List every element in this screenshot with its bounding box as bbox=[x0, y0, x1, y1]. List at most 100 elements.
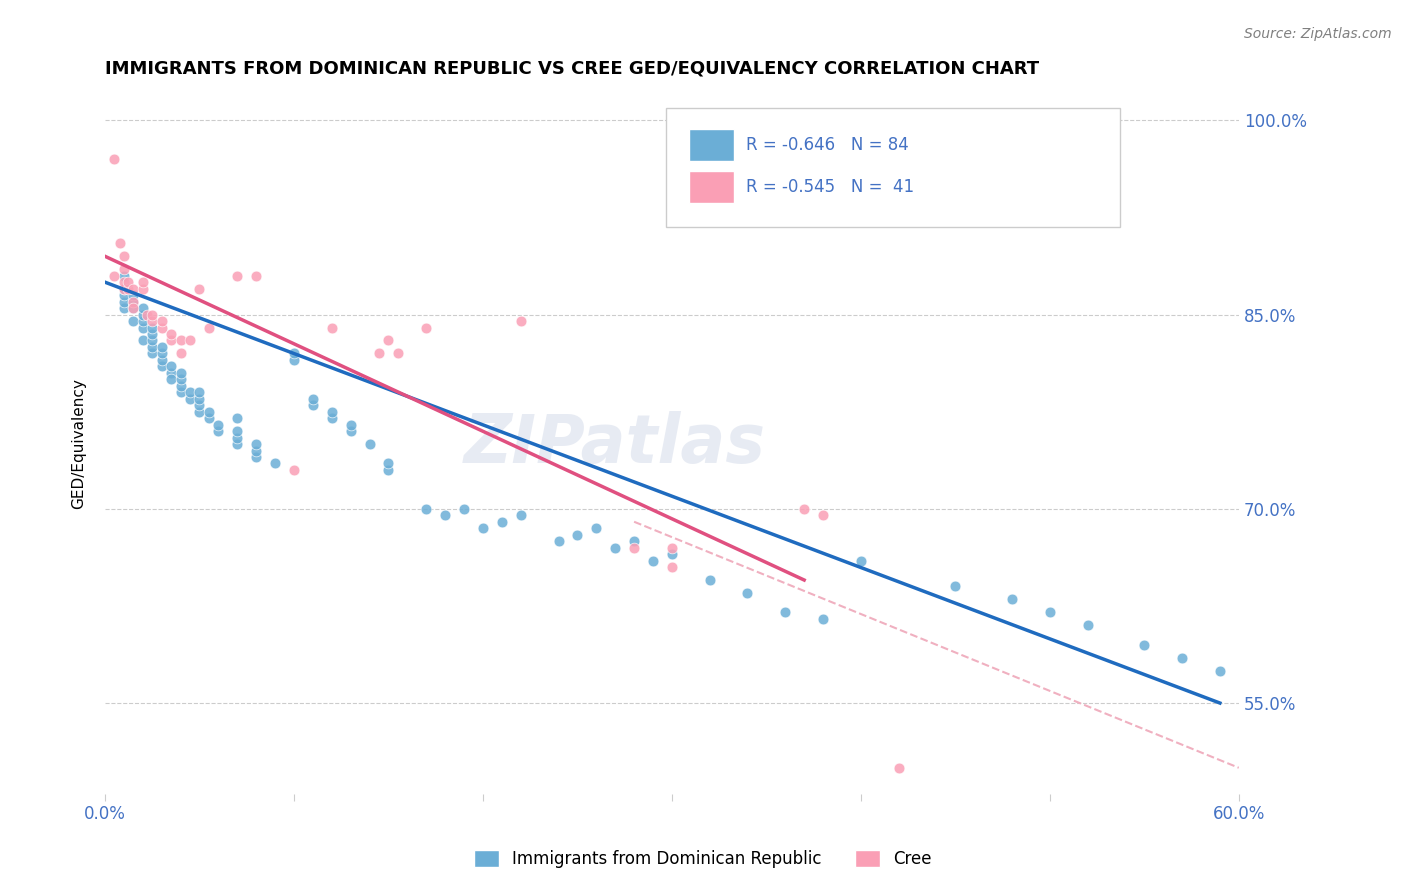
Point bbox=[160, 326, 183, 341]
Legend: Immigrants from Dominican Republic, Cree: Immigrants from Dominican Republic, Cree bbox=[467, 843, 939, 875]
Bar bbox=[689, 129, 734, 161]
Text: ZIPatlas: ZIPatlas bbox=[464, 411, 766, 477]
Point bbox=[112, 275, 135, 289]
Point bbox=[122, 314, 145, 328]
Point bbox=[141, 308, 163, 322]
Point bbox=[188, 392, 211, 406]
Point bbox=[179, 385, 201, 400]
Point bbox=[623, 541, 645, 555]
Point bbox=[849, 553, 872, 567]
Point bbox=[661, 541, 683, 555]
Point bbox=[150, 352, 173, 367]
Point bbox=[226, 431, 249, 445]
Point bbox=[661, 547, 683, 561]
Point bbox=[198, 411, 221, 425]
Point bbox=[453, 501, 475, 516]
Point bbox=[122, 301, 145, 315]
Point bbox=[359, 437, 381, 451]
Text: Source: ZipAtlas.com: Source: ZipAtlas.com bbox=[1244, 27, 1392, 41]
Point bbox=[188, 405, 211, 419]
Point bbox=[122, 294, 145, 309]
Point bbox=[415, 501, 437, 516]
Point bbox=[207, 417, 229, 432]
Point bbox=[160, 372, 183, 386]
Point bbox=[1001, 592, 1024, 607]
Point bbox=[605, 541, 627, 555]
Point bbox=[141, 334, 163, 348]
Point bbox=[207, 424, 229, 438]
Point bbox=[132, 301, 155, 315]
Point bbox=[943, 580, 966, 594]
Point bbox=[887, 761, 910, 775]
Point bbox=[283, 463, 305, 477]
Point bbox=[321, 405, 343, 419]
Point bbox=[150, 340, 173, 354]
Point bbox=[434, 508, 457, 523]
Point bbox=[415, 320, 437, 334]
Point bbox=[509, 508, 531, 523]
Point bbox=[226, 437, 249, 451]
Point bbox=[811, 508, 834, 523]
Point bbox=[141, 326, 163, 341]
Point bbox=[141, 320, 163, 334]
Point bbox=[141, 340, 163, 354]
Text: R = -0.545   N =  41: R = -0.545 N = 41 bbox=[745, 178, 914, 196]
Point bbox=[339, 417, 361, 432]
Point bbox=[150, 314, 173, 328]
Point bbox=[226, 424, 249, 438]
Point bbox=[188, 385, 211, 400]
Point bbox=[491, 515, 513, 529]
Point bbox=[321, 320, 343, 334]
Point bbox=[226, 268, 249, 283]
Point bbox=[132, 314, 155, 328]
Point bbox=[1039, 606, 1062, 620]
Point bbox=[245, 268, 267, 283]
Point bbox=[699, 573, 721, 587]
Point bbox=[1133, 638, 1156, 652]
Y-axis label: GED/Equivalency: GED/Equivalency bbox=[72, 378, 86, 509]
Point bbox=[112, 282, 135, 296]
Point bbox=[387, 346, 409, 360]
Point bbox=[117, 282, 139, 296]
Point bbox=[1077, 618, 1099, 632]
Point bbox=[661, 560, 683, 574]
Point bbox=[150, 346, 173, 360]
Point bbox=[245, 437, 267, 451]
Point bbox=[321, 411, 343, 425]
Point bbox=[169, 346, 191, 360]
Point bbox=[377, 457, 399, 471]
Point bbox=[226, 411, 249, 425]
Point bbox=[112, 282, 135, 296]
Point bbox=[132, 308, 155, 322]
Point bbox=[737, 586, 759, 600]
Point bbox=[122, 301, 145, 315]
Text: IMMIGRANTS FROM DOMINICAN REPUBLIC VS CREE GED/EQUIVALENCY CORRELATION CHART: IMMIGRANTS FROM DOMINICAN REPUBLIC VS CR… bbox=[105, 60, 1039, 78]
Point bbox=[112, 301, 135, 315]
Point bbox=[368, 346, 391, 360]
Point bbox=[339, 424, 361, 438]
Point bbox=[793, 501, 815, 516]
Point bbox=[112, 288, 135, 302]
Point bbox=[103, 152, 125, 166]
Point bbox=[509, 314, 531, 328]
Point bbox=[112, 262, 135, 277]
Point bbox=[169, 334, 191, 348]
Point bbox=[264, 457, 287, 471]
Point bbox=[150, 359, 173, 374]
Point bbox=[623, 534, 645, 549]
Point bbox=[567, 527, 589, 541]
Point bbox=[132, 282, 155, 296]
Point bbox=[188, 398, 211, 412]
Point bbox=[122, 294, 145, 309]
Point bbox=[179, 334, 201, 348]
Point bbox=[160, 359, 183, 374]
Bar bbox=[689, 171, 734, 202]
Point bbox=[122, 282, 145, 296]
Point bbox=[245, 443, 267, 458]
Point bbox=[169, 385, 191, 400]
Point bbox=[471, 521, 494, 535]
Point bbox=[112, 294, 135, 309]
Point bbox=[302, 398, 325, 412]
Point bbox=[302, 392, 325, 406]
Point bbox=[188, 282, 211, 296]
